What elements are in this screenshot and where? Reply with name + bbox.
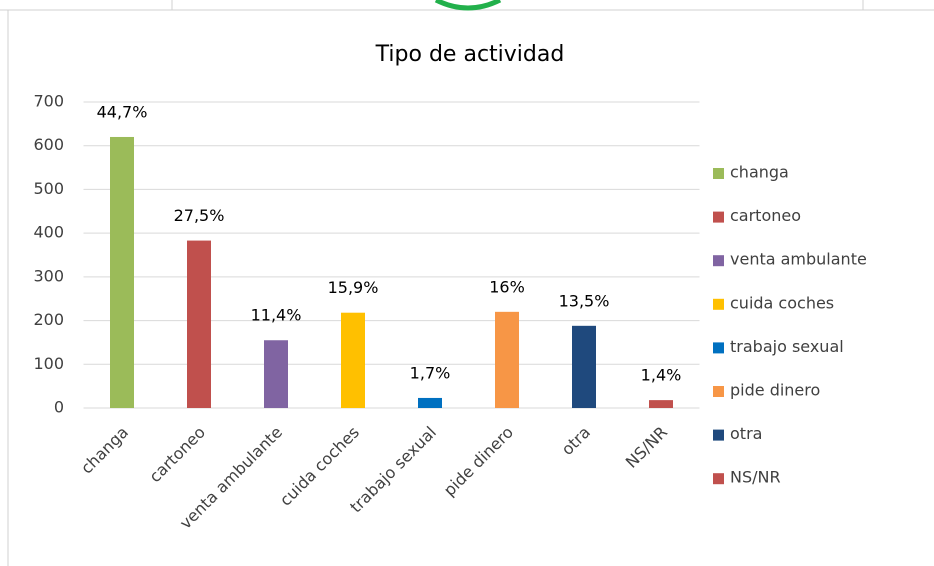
legend-label: cartoneo bbox=[730, 206, 801, 225]
data-label: 13,5% bbox=[559, 291, 610, 310]
bar bbox=[572, 325, 596, 408]
data-label: 1,4% bbox=[641, 366, 682, 385]
legend-swatch bbox=[713, 168, 724, 179]
legend-label: cuida coches bbox=[730, 293, 834, 312]
legend-label: trabajo sexual bbox=[730, 337, 844, 356]
y-tick-label: 0 bbox=[54, 398, 64, 417]
data-label: 44,7% bbox=[97, 102, 148, 121]
x-tick-label: NS/NR bbox=[622, 423, 671, 472]
bar bbox=[110, 136, 134, 408]
legend-label: changa bbox=[730, 163, 789, 182]
y-tick-label: 500 bbox=[33, 179, 64, 198]
legend-swatch bbox=[713, 386, 724, 397]
legend-label: pide dinero bbox=[730, 381, 820, 400]
data-label: 27,5% bbox=[174, 206, 225, 225]
bar bbox=[418, 397, 442, 408]
bar bbox=[495, 311, 519, 408]
x-tick-label: otra bbox=[558, 423, 594, 459]
y-tick-label: 700 bbox=[33, 92, 64, 111]
legend-swatch bbox=[713, 473, 724, 485]
data-label: 11,4% bbox=[251, 306, 302, 325]
legend-label: NS/NR bbox=[730, 468, 781, 487]
y-tick-label: 600 bbox=[33, 135, 64, 154]
bar bbox=[649, 400, 673, 408]
legend-swatch bbox=[713, 342, 724, 354]
x-tick-label: cartoneo bbox=[145, 423, 209, 487]
x-tick-label: cuida coches bbox=[276, 423, 363, 510]
y-tick-label: 100 bbox=[33, 354, 64, 373]
bar bbox=[187, 240, 211, 408]
x-tick-label: changa bbox=[77, 423, 132, 478]
y-tick-label: 300 bbox=[33, 266, 64, 285]
bar bbox=[264, 340, 288, 408]
data-label: 15,9% bbox=[328, 278, 379, 297]
data-label: 16% bbox=[489, 277, 525, 296]
y-tick-label: 400 bbox=[33, 223, 64, 242]
legend-label: otra bbox=[730, 424, 762, 443]
legend-swatch bbox=[713, 211, 724, 223]
chart-title: Tipo de actividad bbox=[375, 42, 565, 67]
legend-label: venta ambulante bbox=[730, 250, 867, 269]
data-label: 1,7% bbox=[410, 363, 451, 382]
y-tick-label: 200 bbox=[33, 310, 64, 329]
logo-arc bbox=[434, 0, 502, 11]
x-tick-label: pide dinero bbox=[440, 423, 517, 500]
legend-swatch bbox=[713, 255, 724, 267]
bar bbox=[341, 312, 365, 408]
legend-swatch bbox=[713, 298, 724, 310]
legend-swatch bbox=[713, 429, 724, 441]
